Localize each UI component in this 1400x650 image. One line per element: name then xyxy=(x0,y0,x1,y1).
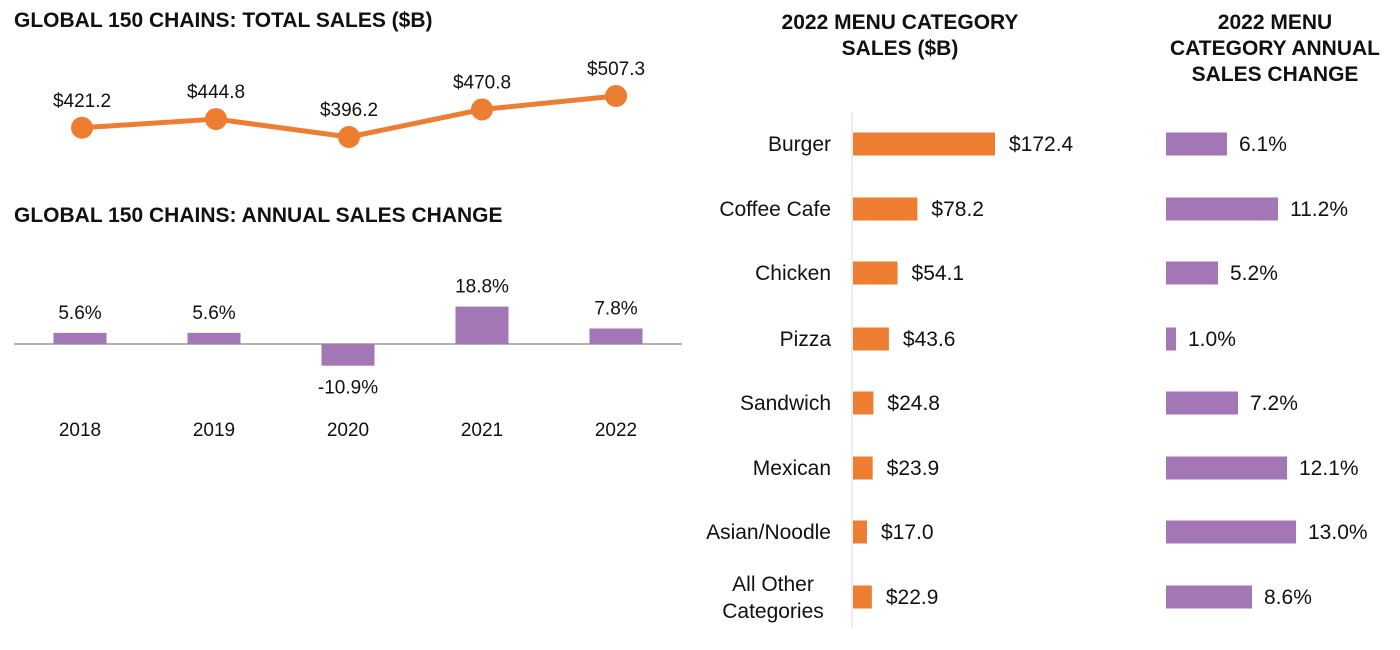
category-label: Categories xyxy=(722,600,824,623)
category-change-bar xyxy=(1166,391,1238,415)
category-change-title-line: CATEGORY ANNUAL xyxy=(1170,37,1380,60)
category-label: Asian/Noodle xyxy=(706,521,831,544)
annual-change-bar xyxy=(187,332,241,344)
category-sales-bar xyxy=(853,585,872,609)
annual-change-bar xyxy=(589,328,643,344)
category-sales-bar xyxy=(853,261,898,285)
category-sales-label: $17.0 xyxy=(881,521,934,544)
annual-change-bar xyxy=(53,332,107,344)
category-sales-label: $23.9 xyxy=(887,457,940,480)
category-sales-bar xyxy=(853,456,873,480)
annual-change-label: 18.8% xyxy=(455,277,509,298)
category-change-label: 5.2% xyxy=(1230,262,1278,285)
category-change-label: 8.6% xyxy=(1264,586,1312,609)
annual-change-label: -10.9% xyxy=(318,378,378,399)
category-sales-bar xyxy=(853,132,995,156)
year-tick-label: 2018 xyxy=(59,420,101,441)
category-sales-bar xyxy=(853,327,889,351)
year-tick-label: 2020 xyxy=(327,420,369,441)
category-sales-label: $22.9 xyxy=(886,586,939,609)
category-sales-title-line: 2022 MENU CATEGORY xyxy=(781,11,1019,34)
category-change-title-line: SALES CHANGE xyxy=(1191,63,1359,86)
category-change-label: 6.1% xyxy=(1239,133,1287,156)
annual-change-label: 7.8% xyxy=(594,298,637,319)
category-change-bar xyxy=(1166,197,1278,221)
category-change-title-line: 2022 MENU xyxy=(1217,11,1333,34)
category-change-bar xyxy=(1166,585,1252,609)
category-label: Sandwich xyxy=(740,392,831,415)
total-sales-label: $507.3 xyxy=(587,59,645,80)
year-tick-label: 2021 xyxy=(461,420,503,441)
category-sales-label: $78.2 xyxy=(931,198,984,221)
category-change-label: 1.0% xyxy=(1188,328,1236,351)
category-change-bar xyxy=(1166,261,1218,285)
category-sales-bar xyxy=(853,520,868,544)
category-sales-title: 2022 MENU CATEGORY SALES ($B) xyxy=(740,10,1060,62)
annual-change-bar xyxy=(321,344,375,366)
total-sales-point xyxy=(205,108,227,131)
category-sales-label: $24.8 xyxy=(887,392,940,415)
category-sales-label: $43.6 xyxy=(903,328,956,351)
category-label: Coffee Cafe xyxy=(719,198,831,221)
annual-change-label: 5.6% xyxy=(192,303,235,324)
total-sales-point xyxy=(471,98,493,121)
category-sales-label: $54.1 xyxy=(912,262,965,285)
total-sales-label: $421.2 xyxy=(53,91,111,112)
annual-change-label: 5.6% xyxy=(58,303,101,324)
annual-change-bar xyxy=(455,306,509,344)
category-label: Chicken xyxy=(755,262,831,285)
year-tick-label: 2022 xyxy=(595,420,637,441)
category-change-bar xyxy=(1166,132,1227,156)
total-sales-label: $470.8 xyxy=(453,72,511,93)
category-change-bar xyxy=(1166,456,1287,480)
total-sales-point xyxy=(71,116,93,139)
category-change-label: 13.0% xyxy=(1308,521,1368,544)
total-sales-point xyxy=(605,85,627,107)
category-change-title: 2022 MENU CATEGORY ANNUAL SALES CHANGE xyxy=(1140,10,1400,88)
category-label: Pizza xyxy=(780,328,832,351)
year-tick-label: 2019 xyxy=(193,420,235,441)
category-change-bar xyxy=(1166,327,1176,351)
category-sales-title-line: SALES ($B) xyxy=(841,37,959,60)
category-sales-bar xyxy=(853,197,918,221)
change-chart-title: GLOBAL 150 CHAINS: ANNUAL SALES CHANGE xyxy=(14,204,503,227)
category-change-label: 7.2% xyxy=(1250,392,1298,415)
category-change-label: 11.2% xyxy=(1290,198,1348,221)
total-sales-point xyxy=(338,126,360,148)
category-label: Burger xyxy=(768,133,831,156)
category-sales-bar xyxy=(853,391,874,415)
total-sales-label: $444.8 xyxy=(187,82,245,103)
category-change-label: 12.1% xyxy=(1299,457,1359,480)
line-chart-title: GLOBAL 150 CHAINS: TOTAL SALES ($B) xyxy=(14,9,433,32)
total-sales-label: $396.2 xyxy=(320,100,378,121)
category-label: Mexican xyxy=(753,457,831,480)
category-sales-label: $172.4 xyxy=(1009,133,1074,156)
category-change-bar xyxy=(1166,520,1296,544)
category-label: All Other xyxy=(732,573,814,596)
